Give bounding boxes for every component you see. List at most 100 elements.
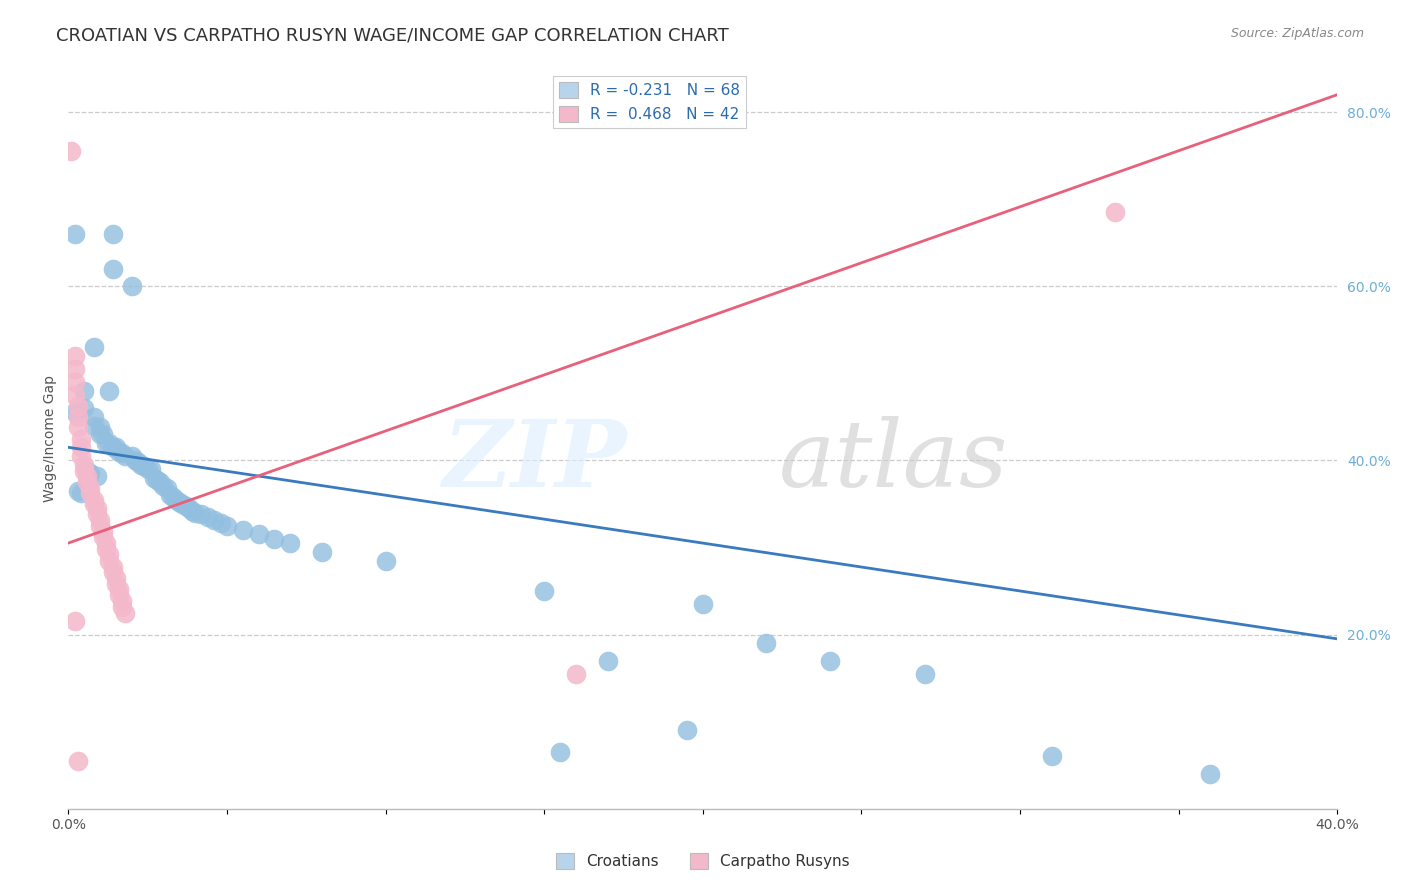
Point: [76, 475, 98, 490]
Point: [692, 597, 714, 611]
Point: [89, 512, 111, 526]
Point: [127, 455, 149, 469]
Point: [63, 349, 86, 363]
Point: [1104, 205, 1126, 219]
Point: [114, 606, 136, 620]
Point: [177, 501, 200, 516]
Point: [89, 420, 111, 434]
Point: [76, 464, 98, 478]
Point: [162, 490, 184, 504]
Point: [73, 458, 96, 472]
Point: [83, 409, 105, 424]
Point: [149, 475, 172, 490]
Point: [79, 467, 101, 481]
Point: [202, 512, 225, 526]
Point: [66, 754, 89, 768]
Point: [98, 384, 121, 398]
Point: [79, 486, 101, 500]
Point: [146, 473, 169, 487]
Point: [548, 745, 571, 759]
Point: [139, 462, 162, 476]
Point: [104, 577, 127, 591]
Point: [96, 536, 118, 550]
Point: [197, 510, 219, 524]
Point: [89, 518, 111, 533]
Text: atlas: atlas: [779, 416, 1008, 506]
Point: [184, 506, 207, 520]
Y-axis label: Wage/Income Gap: Wage/Income Gap: [44, 376, 58, 502]
Point: [676, 723, 699, 738]
Point: [83, 497, 105, 511]
Point: [142, 471, 165, 485]
Legend: Croatians, Carpatho Rusyns: Croatians, Carpatho Rusyns: [550, 847, 856, 875]
Point: [155, 481, 177, 495]
Point: [98, 548, 121, 562]
Point: [374, 553, 396, 567]
Point: [73, 464, 96, 478]
Point: [101, 440, 124, 454]
Point: [111, 446, 134, 460]
Point: [111, 599, 134, 614]
Point: [63, 405, 86, 419]
Point: [91, 427, 114, 442]
Point: [232, 523, 254, 537]
Text: Source: ZipAtlas.com: Source: ZipAtlas.com: [1230, 27, 1364, 40]
Point: [104, 571, 127, 585]
Point: [165, 492, 187, 507]
Point: [152, 479, 174, 493]
Point: [121, 449, 143, 463]
Point: [311, 545, 333, 559]
Point: [108, 582, 131, 597]
Point: [98, 436, 121, 450]
Point: [66, 420, 89, 434]
Point: [70, 440, 93, 454]
Point: [101, 559, 124, 574]
Point: [66, 483, 89, 498]
Text: CROATIAN VS CARPATHO RUSYN WAGE/INCOME GAP CORRELATION CHART: CROATIAN VS CARPATHO RUSYN WAGE/INCOME G…: [56, 27, 728, 45]
Point: [66, 400, 89, 414]
Point: [215, 518, 238, 533]
Point: [79, 481, 101, 495]
Point: [111, 594, 134, 608]
Point: [181, 504, 204, 518]
Point: [91, 524, 114, 539]
Point: [263, 532, 285, 546]
Point: [66, 409, 89, 424]
Legend: R = -0.231   N = 68, R =  0.468   N = 42: R = -0.231 N = 68, R = 0.468 N = 42: [553, 76, 747, 128]
Point: [89, 427, 111, 442]
Point: [86, 469, 108, 483]
Point: [101, 261, 124, 276]
Point: [169, 495, 191, 509]
Point: [83, 418, 105, 433]
Point: [172, 497, 194, 511]
Point: [174, 499, 197, 513]
Point: [914, 666, 936, 681]
Point: [755, 636, 778, 650]
Point: [136, 462, 159, 476]
Point: [86, 501, 108, 516]
Point: [278, 536, 301, 550]
Point: [98, 553, 121, 567]
Point: [159, 488, 181, 502]
Point: [76, 469, 98, 483]
Point: [108, 588, 131, 602]
Point: [101, 227, 124, 241]
Point: [134, 459, 156, 474]
Point: [63, 388, 86, 402]
Point: [60, 145, 83, 159]
Point: [121, 279, 143, 293]
Point: [73, 384, 96, 398]
Point: [101, 565, 124, 579]
Text: ZIP: ZIP: [443, 416, 627, 506]
Point: [108, 444, 131, 458]
Point: [209, 516, 232, 530]
Point: [86, 508, 108, 522]
Point: [247, 527, 270, 541]
Point: [124, 453, 146, 467]
Point: [596, 654, 619, 668]
Point: [1040, 749, 1063, 764]
Point: [83, 340, 105, 354]
Point: [63, 227, 86, 241]
Point: [114, 449, 136, 463]
Point: [129, 458, 152, 472]
